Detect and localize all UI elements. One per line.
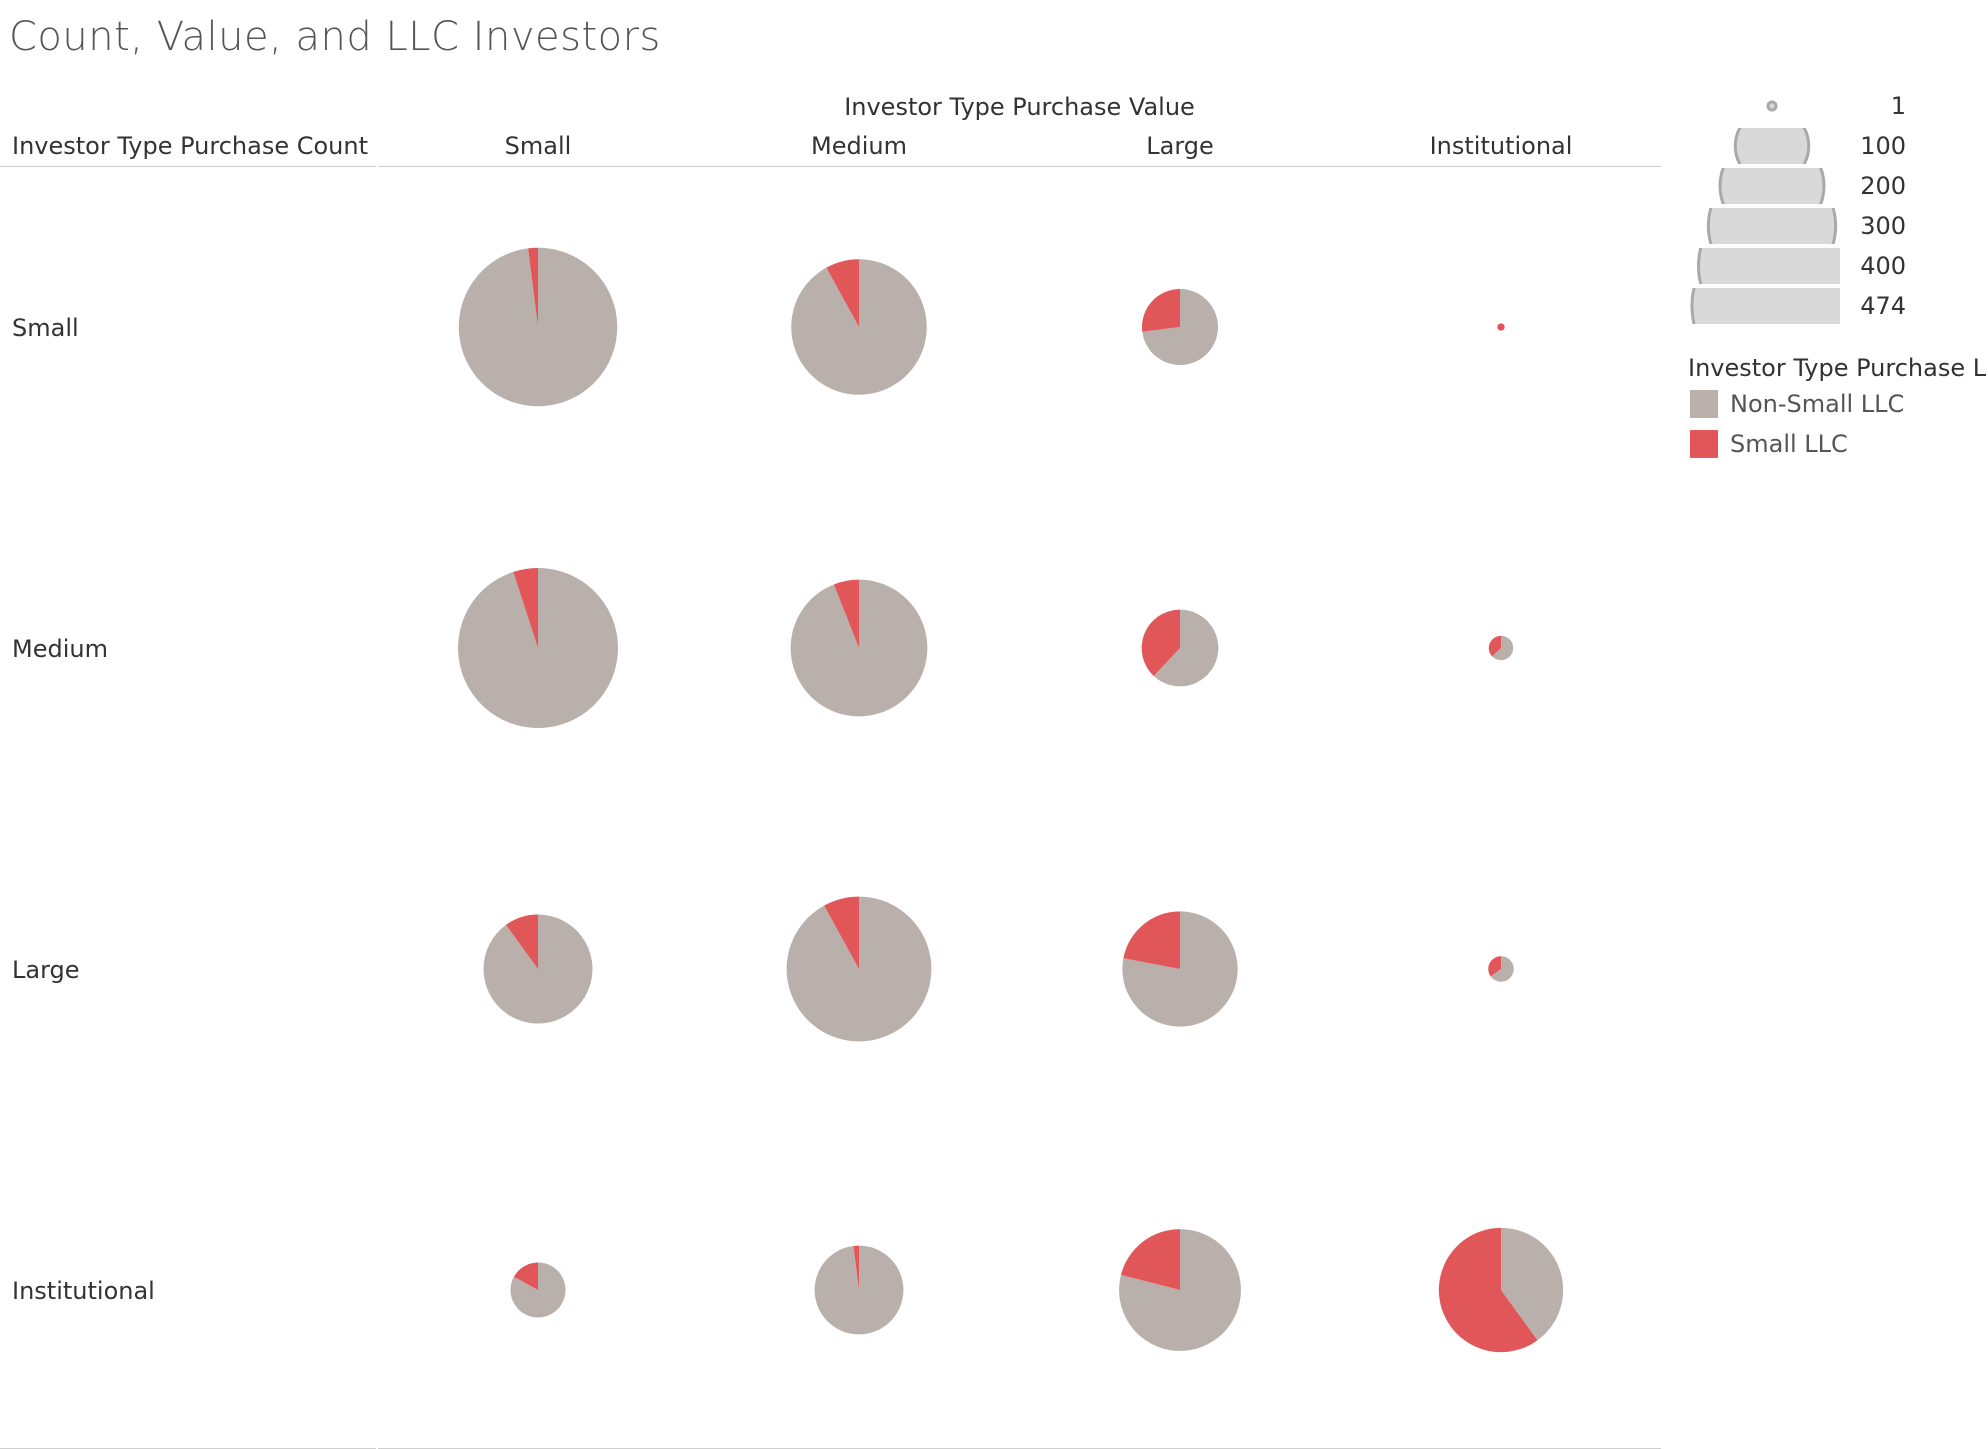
legend-label-small-llc: Small LLC (1730, 430, 1848, 458)
pie-medium-large[interactable] (1141, 609, 1219, 687)
pie-medium-institutional-small-llc-slice[interactable] (1488, 635, 1501, 657)
size-legend-shape-300 (1706, 208, 1838, 244)
legend-item-non-small-llc[interactable]: Non-Small LLC (1690, 389, 1904, 419)
pie-small-large-small-llc-slice[interactable] (1141, 288, 1180, 332)
size-legend-shape-1 (1766, 100, 1778, 112)
row-label-small[interactable]: Small (12, 314, 79, 342)
pie-institutional-institutional[interactable] (1438, 1227, 1564, 1353)
pie-small-small-non-small-llc-slice[interactable] (458, 247, 618, 407)
pie-institutional-small-small-llc-slice[interactable] (513, 1262, 538, 1290)
pie-small-large[interactable] (1141, 288, 1219, 366)
size-legend-label-200: 200 (1860, 172, 1906, 200)
pie-medium-small[interactable] (457, 568, 618, 728)
pie-medium-medium-small-llc-slice[interactable] (833, 579, 859, 648)
pie-large-medium-non-small-llc-slice[interactable] (786, 896, 932, 1042)
size-legend-label-400: 400 (1860, 252, 1906, 280)
pie-institutional-medium-non-small-llc-slice[interactable] (814, 1245, 904, 1335)
pie-small-small-small-llc-slice[interactable] (528, 247, 538, 327)
column-label-medium[interactable]: Medium (811, 132, 907, 160)
pie-large-medium[interactable] (786, 896, 932, 1042)
pie-small-large-non-small-llc-slice[interactable] (1142, 288, 1219, 366)
column-label-large[interactable]: Large (1146, 132, 1214, 160)
pie-large-institutional-non-small-llc-slice[interactable] (1490, 956, 1514, 982)
size-legend-shape-200 (1718, 168, 1826, 204)
size-legend-label-100: 100 (1860, 132, 1906, 160)
column-label-institutional[interactable]: Institutional (1429, 132, 1573, 160)
pie-institutional-institutional-small-llc-slice[interactable] (1438, 1227, 1538, 1353)
pie-medium-large-small-llc-slice[interactable] (1141, 609, 1180, 676)
size-legend-label-474: 474 (1860, 292, 1906, 320)
chart-title: Count, Value, and LLC Investors (9, 14, 661, 60)
pie-small-institutional-small-llc-slice[interactable] (1497, 323, 1505, 331)
pie-medium-institutional-non-small-llc-slice[interactable] (1492, 635, 1514, 661)
pie-institutional-medium[interactable] (814, 1245, 904, 1335)
pie-large-small-small-llc-slice[interactable] (505, 914, 538, 969)
legend-item-small-llc[interactable]: Small LLC (1690, 429, 1848, 459)
pie-institutional-large-small-llc-slice[interactable] (1120, 1229, 1180, 1290)
column-label-small[interactable]: Small (504, 132, 572, 160)
column-field-header[interactable]: Investor Type Purchase Value (844, 93, 1195, 121)
size-legend-label-300: 300 (1860, 212, 1906, 240)
pie-institutional-institutional-non-small-llc-slice[interactable] (1501, 1227, 1564, 1341)
column-header-divider (378, 166, 1661, 167)
pie-medium-medium-non-small-llc-slice[interactable] (790, 579, 928, 717)
size-legend-shape-100 (1733, 128, 1811, 164)
row-field-header[interactable]: Investor Type Purchase Count (12, 132, 368, 160)
pie-large-large-small-llc-slice[interactable] (1123, 911, 1180, 969)
pie-small-institutional[interactable] (1497, 323, 1505, 331)
pie-small-medium[interactable] (791, 259, 927, 395)
row-header-divider (0, 166, 376, 167)
pie-small-small[interactable] (458, 247, 618, 407)
size-legend-shapes (1690, 100, 1840, 324)
pie-institutional-large[interactable] (1119, 1229, 1241, 1351)
pie-medium-small-small-llc-slice[interactable] (513, 568, 538, 648)
pie-large-small-non-small-llc-slice[interactable] (483, 914, 593, 1024)
size-legend-shape-400 (1697, 248, 1840, 284)
row-label-large[interactable]: Large (12, 956, 80, 984)
size-legend-label-1: 1 (1890, 92, 1906, 120)
legend-swatch-non-small-llc (1690, 390, 1718, 418)
pie-large-small[interactable] (483, 914, 593, 1024)
pie-large-institutional[interactable] (1488, 956, 1514, 982)
pie-small-medium-small-llc-slice[interactable] (826, 259, 859, 327)
pie-large-large[interactable] (1122, 911, 1238, 1027)
legend-swatch-small-llc (1690, 430, 1718, 458)
pie-medium-medium[interactable] (790, 579, 928, 717)
row-label-institutional[interactable]: Institutional (12, 1277, 155, 1305)
color-legend-title: Investor Type Purchase Llc (1688, 354, 1988, 382)
legend-label-non-small-llc: Non-Small LLC (1730, 390, 1905, 418)
pie-institutional-small[interactable] (510, 1262, 566, 1318)
pie-large-medium-small-llc-slice[interactable] (824, 896, 859, 969)
size-legend-shape-474 (1690, 288, 1840, 324)
pie-large-institutional-small-llc-slice[interactable] (1488, 956, 1501, 977)
pie-medium-large-non-small-llc-slice[interactable] (1153, 609, 1219, 687)
pie-medium-institutional[interactable] (1488, 635, 1514, 661)
pie-institutional-medium-small-llc-slice[interactable] (853, 1245, 859, 1290)
row-label-medium[interactable]: Medium (12, 635, 108, 663)
